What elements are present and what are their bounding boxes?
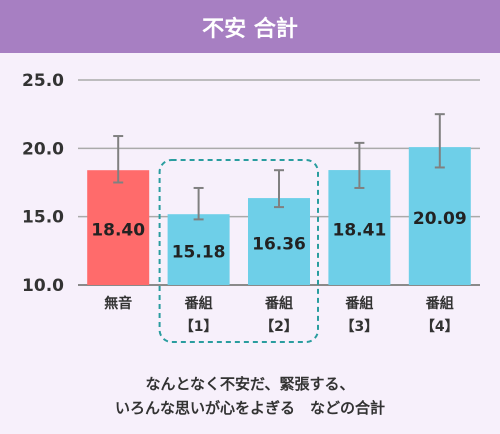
- bar: [328, 170, 391, 285]
- y-tick-label: 20.0: [22, 139, 64, 159]
- x-tick-label: 【4】: [421, 319, 459, 335]
- x-tick-label: 【2】: [260, 319, 298, 335]
- chart-caption: なんとなく不安だ、緊張する、 いろんな思いが心をよぎる などの合計: [0, 372, 500, 420]
- bar: [167, 214, 230, 285]
- chart-area: 10.0 15.0 20.0 25.0 18.40 無音 15.18 番組【1】 16.36 番組…: [0, 53, 500, 353]
- x-tick-label: 番組: [344, 295, 373, 312]
- data-label: 18.41: [333, 221, 387, 241]
- x-tick-label: 【1】: [180, 319, 218, 335]
- x-tick-label: 無音: [104, 295, 132, 312]
- data-label: 16.36: [252, 235, 306, 255]
- y-tick-label: 25.0: [22, 71, 64, 91]
- caption-line-2: いろんな思いが心をよぎる などの合計: [114, 399, 385, 417]
- bar: [248, 198, 310, 285]
- y-tick-label: 15.0: [22, 208, 64, 228]
- x-tick-label: 番組: [184, 295, 213, 312]
- y-tick-label: 10.0: [22, 276, 64, 296]
- data-label: 15.18: [172, 243, 226, 263]
- x-tick-label: 【3】: [341, 319, 379, 335]
- highlight-box: [158, 159, 319, 343]
- bar-chart: 10.0 15.0 20.0 25.0 18.40 無音 15.18 番組【1】 16.36 番組…: [22, 71, 480, 343]
- caption-line-1: なんとなく不安だ、緊張する、: [145, 375, 355, 393]
- bar: [87, 170, 150, 285]
- x-tick-label: 番組: [264, 295, 293, 312]
- bar: [408, 147, 471, 285]
- data-label: 20.09: [413, 209, 467, 229]
- data-label: 18.40: [91, 221, 145, 241]
- chart-title-banner: 不安 合計: [0, 0, 500, 53]
- x-tick-label: 番組: [425, 295, 454, 312]
- chart-title: 不安 合計: [202, 16, 298, 42]
